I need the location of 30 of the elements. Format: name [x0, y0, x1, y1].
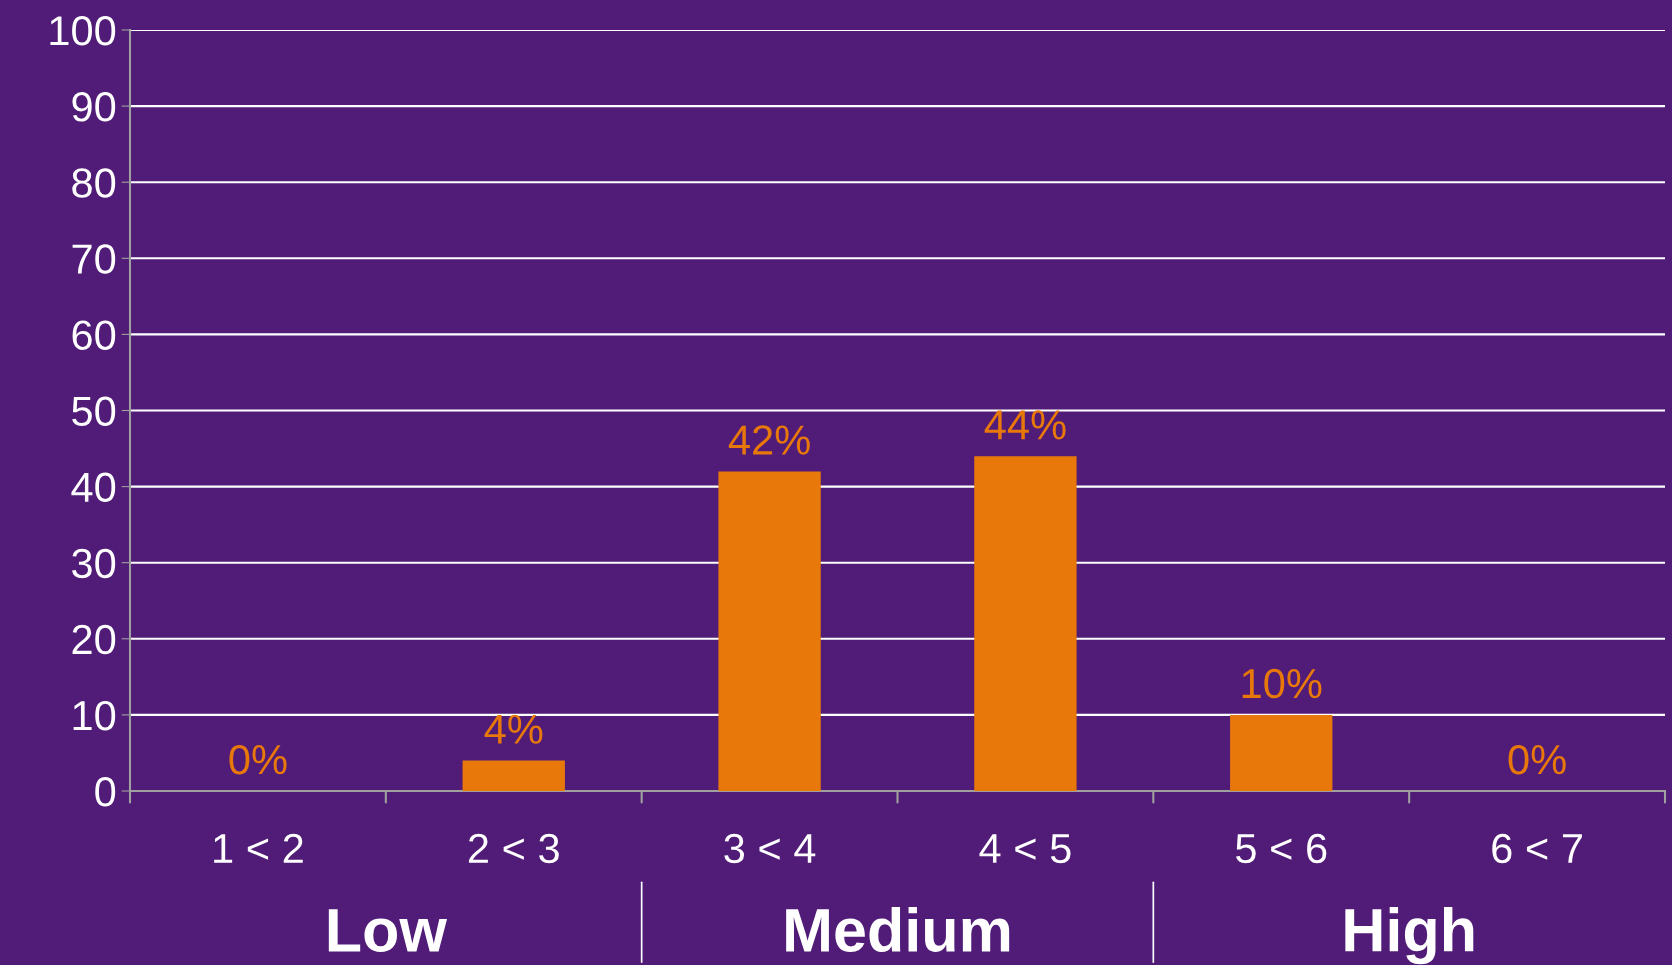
data-label: 10% — [1242, 668, 1322, 699]
bar — [974, 456, 1077, 791]
y-tick-label: 70 — [72, 244, 116, 274]
x-tick-label: 1 < 2 — [214, 833, 303, 863]
bar — [1230, 714, 1333, 791]
y-tick-label: 40 — [71, 472, 116, 503]
data-label: 0% — [1508, 744, 1566, 775]
y-tick-label: 90 — [72, 92, 116, 122]
y-tick-label: 30 — [72, 548, 116, 579]
y-tick-label: 0 — [95, 777, 116, 807]
text: High — [1345, 906, 1474, 965]
data-label: 4% — [484, 714, 543, 744]
text: Medium — [786, 907, 1010, 952]
text: Low — [328, 909, 448, 952]
bar — [462, 760, 565, 791]
x-tick-label: 3 < 4 — [724, 833, 816, 864]
y-tick-label: 10 — [73, 700, 116, 731]
y-tick-label: 80 — [72, 168, 116, 198]
x-tick-label: 6 < 7 — [1492, 833, 1582, 864]
x-tick-label: 5 < 6 — [1236, 833, 1327, 864]
data-label: 44% — [984, 410, 1066, 440]
data-label: 42% — [728, 425, 810, 455]
y-tick-label: 50 — [72, 396, 116, 427]
bar — [718, 471, 821, 791]
data-label: 0% — [229, 744, 287, 775]
y-tick-label: 60 — [72, 320, 116, 350]
x-tick-label: 4 < 5 — [979, 834, 1071, 864]
x-tick-label: 2 < 3 — [468, 833, 559, 864]
y-tick-label: 20 — [72, 624, 116, 655]
y-tick-label: 100 — [50, 16, 116, 46]
